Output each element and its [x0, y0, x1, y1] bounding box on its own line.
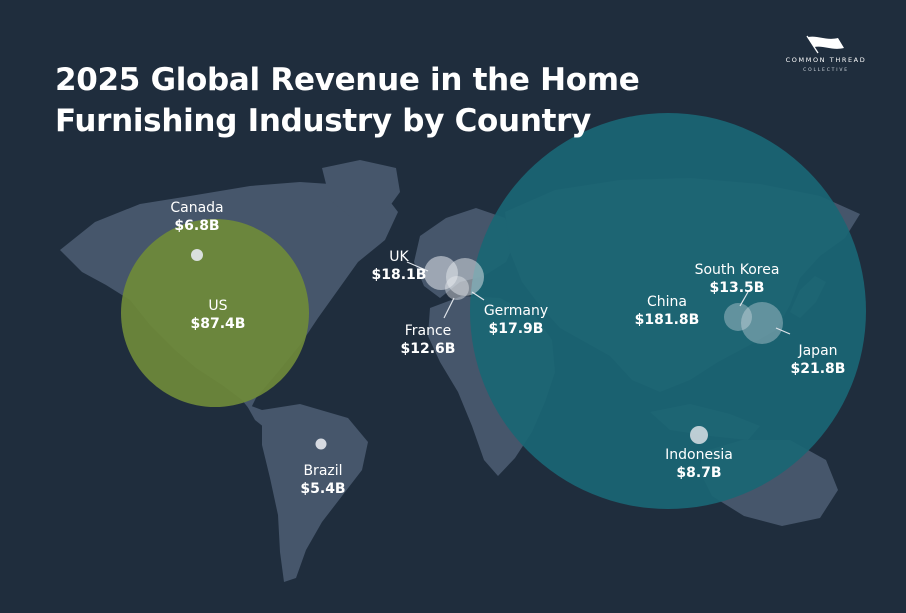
- label-brazil: Brazil $5.4B: [300, 462, 345, 499]
- flag-icon: [806, 35, 844, 54]
- country-revenue: $18.1B: [371, 267, 427, 283]
- brazil-bubble: [315, 438, 327, 450]
- country-revenue: $17.9B: [488, 321, 544, 337]
- label-uk: UK $18.1B: [372, 248, 427, 285]
- country-name: Indonesia: [665, 447, 733, 463]
- country-name: China: [646, 294, 687, 310]
- title-line-1: 2025 Global Revenue in the Home: [55, 62, 640, 98]
- label-germany: Germany $17.9B: [484, 302, 548, 339]
- country-revenue: $12.6B: [400, 341, 456, 357]
- japan-bubble: [741, 302, 783, 344]
- canada-bubble: [191, 249, 203, 261]
- country-revenue: $6.8B: [174, 218, 220, 234]
- label-china: China $181.8B: [635, 293, 700, 330]
- south-america-land: [262, 404, 368, 582]
- japan-leader-line: [775, 327, 791, 335]
- country-revenue: $21.8B: [790, 361, 846, 377]
- label-indonesia: Indonesia $8.7B: [665, 446, 733, 483]
- country-name: Canada: [170, 200, 224, 216]
- france-leader-line: [443, 297, 455, 319]
- label-south-korea: South Korea $13.5B: [695, 261, 780, 298]
- logo-name: COMMON THREAD: [785, 56, 867, 64]
- country-name: France: [404, 323, 452, 339]
- germany-leader-line: [471, 291, 485, 301]
- country-name: US: [208, 298, 228, 314]
- country-name: Brazil: [303, 463, 343, 479]
- country-revenue: $13.5B: [709, 280, 765, 296]
- label-canada: Canada $6.8B: [170, 199, 223, 236]
- south-korea-bubble: [724, 303, 752, 331]
- label-france: France $12.6B: [401, 322, 456, 359]
- greenland-land: [322, 160, 400, 218]
- bubbles: [121, 113, 866, 509]
- label-japan: Japan $21.8B: [791, 342, 846, 379]
- label-us: US $87.4B: [191, 297, 246, 334]
- us-bubble: [121, 219, 309, 407]
- leader-lines: [406, 261, 791, 335]
- germany-bubble: [446, 258, 484, 296]
- country-revenue: $5.4B: [300, 481, 346, 497]
- logo-subtitle: COLLECTIVE: [803, 68, 849, 73]
- china-bubble: [470, 113, 866, 509]
- country-revenue: $8.7B: [676, 465, 722, 481]
- country-name: Japan: [798, 343, 838, 359]
- title-line-2: Furnishing Industry by Country: [55, 103, 591, 139]
- country-revenue: $181.8B: [634, 312, 700, 328]
- page-title: 2025 Global Revenue in the Home Furnishi…: [55, 60, 675, 142]
- brand-logo: COMMON THREAD COLLECTIVE: [776, 34, 876, 80]
- country-revenue: $87.4B: [190, 316, 246, 332]
- country-name: South Korea: [694, 262, 780, 278]
- country-name: Germany: [483, 303, 549, 319]
- indonesia-bubble: [690, 426, 708, 444]
- south-korea-leader-line: [739, 291, 749, 307]
- uk-leader-line: [406, 261, 429, 272]
- country-name: UK: [389, 249, 409, 265]
